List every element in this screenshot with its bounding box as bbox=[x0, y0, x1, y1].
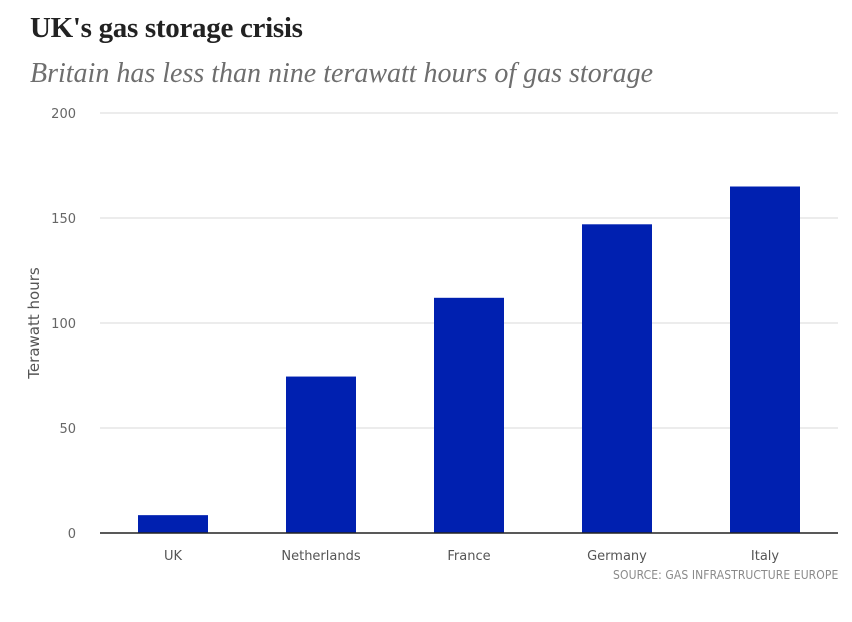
y-tick-label: 150 bbox=[51, 212, 76, 227]
y-tick-label: 200 bbox=[51, 107, 76, 122]
bar-france bbox=[434, 297, 504, 533]
y-tick-label: 50 bbox=[59, 422, 76, 437]
x-tick-label: Italy bbox=[751, 549, 780, 564]
x-tick-label: Germany bbox=[587, 549, 647, 564]
bar-italy bbox=[730, 186, 800, 533]
x-tick-label: France bbox=[447, 549, 490, 564]
y-axis-label: Terawatt hours bbox=[25, 267, 43, 380]
chart-subtitle: Britain has less than nine terawatt hour… bbox=[30, 58, 654, 89]
bar-uk bbox=[138, 515, 208, 533]
y-tick-label: 0 bbox=[68, 527, 76, 542]
chart-title: UK's gas storage crisis bbox=[30, 12, 303, 44]
source-note: SOURCE: GAS INFRASTRUCTURE EUROPE bbox=[612, 568, 838, 582]
y-tick-label: 100 bbox=[51, 317, 76, 332]
bar-germany bbox=[582, 224, 652, 534]
bar-netherlands bbox=[286, 376, 356, 533]
x-tick-label: Netherlands bbox=[281, 549, 360, 564]
x-tick-label: UK bbox=[164, 549, 183, 564]
